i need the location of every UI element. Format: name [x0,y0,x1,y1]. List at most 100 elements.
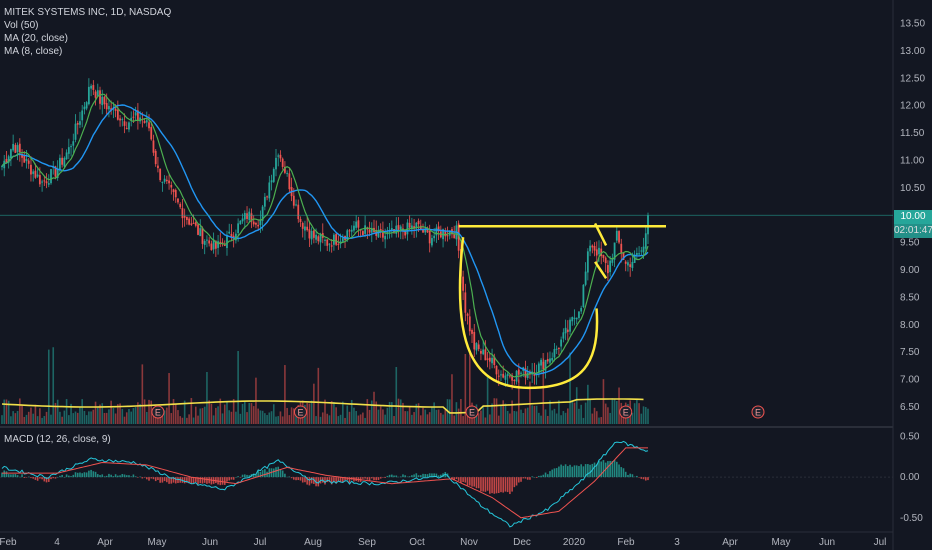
macd-histogram-bar [486,477,489,491]
volume-bar [261,410,264,424]
volume-bar [464,354,467,424]
candle-body [475,343,478,351]
macd-histogram-bar [257,470,259,478]
candle-body [257,224,260,227]
volume-bar [395,367,398,424]
volume-bar [54,402,57,424]
volume-bar [529,381,531,424]
macd-histogram-bar [206,477,208,484]
volume-bar [321,412,324,424]
candle-body [466,313,469,316]
volume-bar [272,404,275,424]
earnings-marker [619,405,633,419]
volume-bar [41,417,43,424]
candle-body [431,238,433,246]
macd-histogram-bar [290,477,293,479]
volume-bar [168,373,170,424]
volume-bar [600,417,603,424]
earnings-label: E [755,408,761,418]
volume-bar [578,408,580,424]
candle-body [81,110,84,121]
macd-histogram-bar [491,477,493,494]
macd-histogram-bar [223,477,226,485]
volume-bar [549,400,551,424]
macd-histogram-bar [624,471,627,478]
volume-bar [1,415,3,424]
macd-histogram-bar [607,461,609,478]
candle-body [435,227,438,236]
volume-bar [368,409,371,424]
volume-bar [419,415,422,424]
candle-body [317,236,320,242]
macd-histogram-bar [150,477,153,479]
volume-bar [506,411,509,424]
macd-histogram-bar [168,477,170,484]
macd-histogram-bar [114,474,117,478]
candle-body [38,175,41,185]
earnings-label: E [155,408,161,418]
earnings-label: E [469,408,475,418]
macd-histogram-bar [595,463,598,478]
macd-histogram-bar [203,477,206,483]
macd-histogram-bar [384,477,386,478]
macd-histogram-bar [326,477,329,483]
candle-body [491,357,493,364]
volume-bar [3,399,6,424]
macd-histogram-bar [148,477,150,481]
candle-body [593,246,596,251]
volume-bar [123,416,126,424]
macd-histogram-bar [493,477,496,494]
y-tick-label: 10.50 [900,183,925,194]
macd-histogram-bar [627,474,629,478]
macd-histogram-bar [526,477,529,480]
volume-bar [526,407,529,424]
candle-body [473,331,476,350]
macd-histogram-bar [36,477,39,481]
macd-histogram-bar [402,474,404,478]
macd-histogram-bar [382,477,384,478]
macd-histogram-bar [21,474,23,478]
volume-bar [293,408,295,424]
candle-body [644,233,647,249]
candle-body [580,307,583,312]
candle-body [419,225,422,230]
macd-histogram-bar [244,474,246,478]
volume-bar [502,400,505,424]
x-tick-label: Feb [0,537,17,548]
candle-body [526,372,529,379]
candle-body [190,223,193,225]
macd-histogram-bar [186,477,188,483]
x-tick-label: Jul [874,537,887,548]
candle-body [41,181,43,183]
candle-body [99,90,101,104]
candle-body [382,230,384,238]
volume-bar [7,400,10,424]
volume-bar [246,412,248,424]
macd-histogram-bar [237,476,239,478]
candle-body [560,339,563,347]
candle-body [598,247,600,255]
volume-bar [12,411,14,424]
macd-histogram-bar [460,477,462,484]
volume-bar [482,405,484,424]
volume-bar [275,416,277,424]
macd-histogram-bar [10,474,12,478]
candle-body [602,254,605,258]
macd-histogram-bar [16,475,19,478]
volume-bar [268,412,271,424]
candle-body [79,121,81,125]
candle-body [279,154,282,159]
candle-body [328,243,331,245]
candle-body [217,241,219,248]
macd-histogram-bar [39,477,41,479]
macd-histogram-bar [295,477,297,481]
candle-body [584,271,587,285]
volume-bar [110,400,112,424]
macd-histogram-bar [593,462,596,478]
volume-bar [25,414,28,424]
volume-bar [284,365,286,424]
candle-body [59,157,61,171]
macd-histogram-bar [63,477,66,478]
macd-histogram-bar [145,477,148,480]
